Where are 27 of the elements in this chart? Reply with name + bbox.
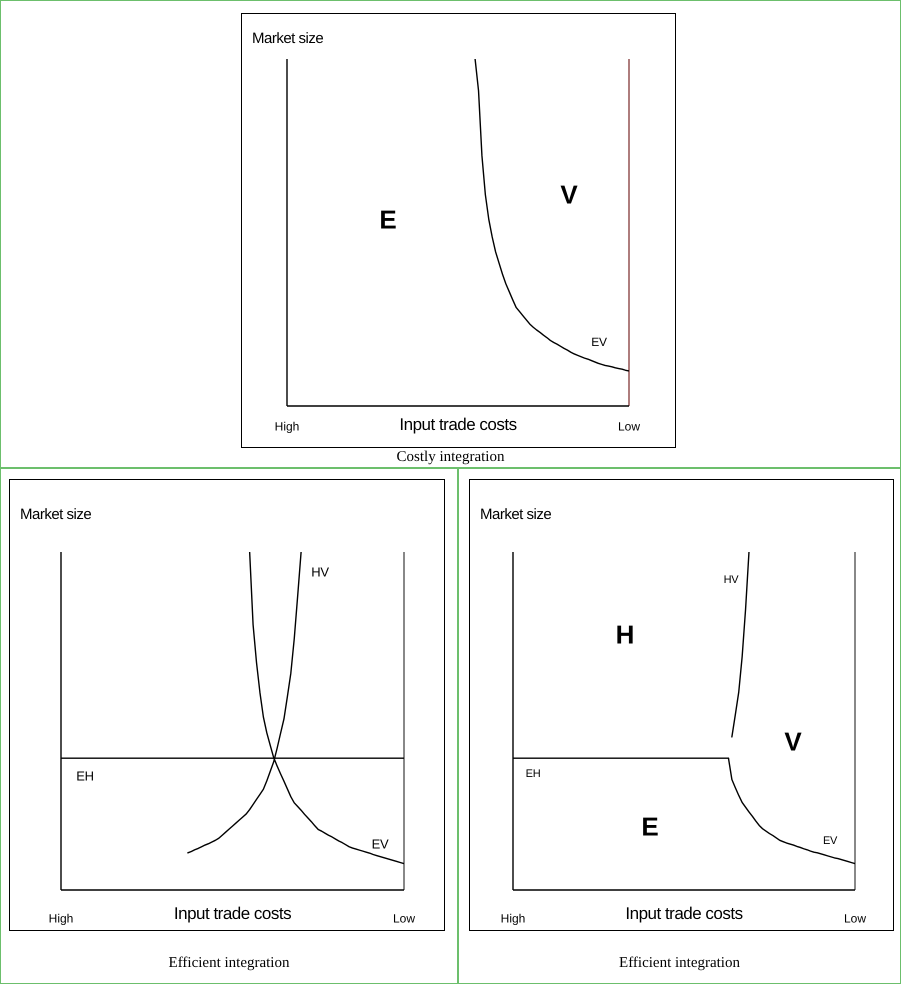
x-axis-title: Input trade costs bbox=[399, 415, 517, 434]
x-tick-label: Low bbox=[618, 420, 640, 434]
annotation: E bbox=[379, 204, 397, 236]
annotation: EV bbox=[591, 335, 607, 349]
x-tick-label: High bbox=[500, 912, 526, 926]
annotation: EH bbox=[526, 768, 540, 780]
annotation: HV bbox=[724, 574, 738, 586]
y-axis-title: Market size bbox=[20, 506, 92, 523]
annotation: H bbox=[616, 620, 634, 650]
y-axis-title: Market size bbox=[480, 506, 552, 523]
annotation: HV bbox=[311, 564, 329, 580]
text: Efficient integration bbox=[618, 955, 741, 972]
x-tick-label: Low bbox=[392, 912, 416, 926]
x-axis-title: Input trade costs bbox=[174, 904, 292, 923]
x-tick-label: High bbox=[48, 912, 74, 926]
annotation: EV bbox=[372, 836, 388, 852]
x-tick-label: Low bbox=[844, 912, 866, 926]
text: Costly integration bbox=[396, 449, 506, 466]
x-axis-title: Input trade costs bbox=[625, 904, 743, 923]
annotation: E bbox=[641, 812, 659, 842]
text: Efficient integration bbox=[168, 955, 290, 972]
y-axis-title: Market size bbox=[252, 30, 324, 47]
annotation: V bbox=[560, 180, 578, 210]
x-tick-label: High bbox=[274, 420, 300, 434]
annotation: EV bbox=[822, 835, 838, 847]
annotation: V bbox=[784, 726, 802, 758]
annotation: EH bbox=[76, 768, 94, 784]
